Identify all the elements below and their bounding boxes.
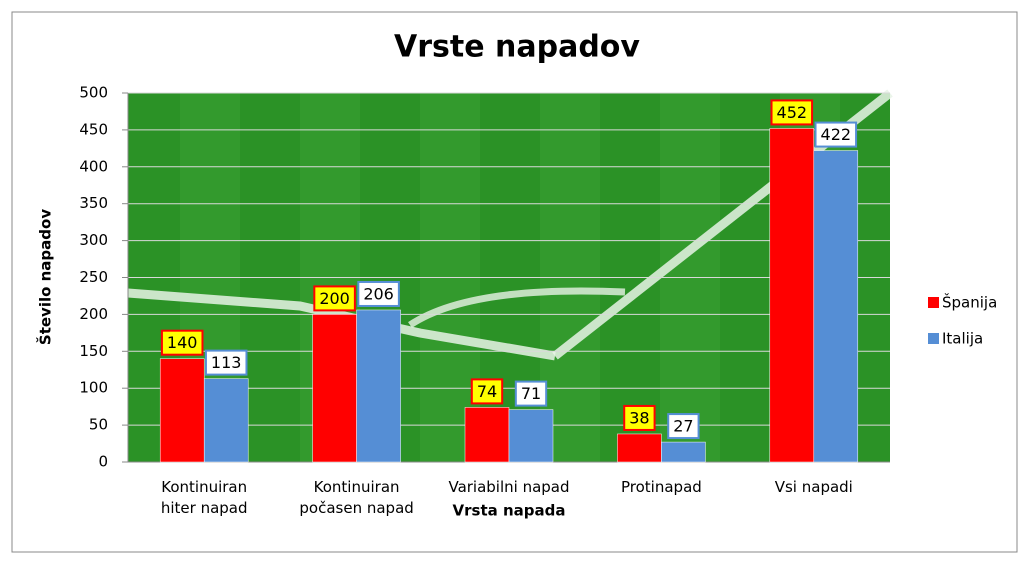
y-tick-label: 500 — [79, 84, 108, 102]
data-label-box — [814, 121, 858, 148]
bar — [769, 128, 815, 463]
legend-label: Španija — [942, 293, 997, 312]
x-tick-label: Kontinuiran počasen napad — [299, 478, 414, 517]
data-label-box — [313, 285, 356, 312]
x-tick-label: Vsi napadi — [774, 478, 853, 496]
data-label: 38 — [629, 408, 649, 427]
y-tick-label: 150 — [79, 342, 108, 360]
bar — [464, 407, 510, 463]
data-label-box — [623, 404, 656, 431]
legend-swatch — [928, 297, 939, 308]
y-tick-label: 100 — [79, 379, 108, 397]
bar — [159, 358, 205, 463]
y-tick-label: 450 — [79, 120, 108, 138]
data-label: 27 — [673, 417, 693, 436]
bar — [661, 441, 706, 463]
x-tick-label: Variabilni napad — [448, 478, 570, 496]
chart-title: Vrste napadov — [394, 30, 640, 65]
bar — [356, 309, 401, 463]
legend-label: Italija — [942, 330, 983, 348]
data-label-box — [514, 380, 548, 407]
data-label: 113 — [211, 353, 242, 372]
y-tick-label: 50 — [89, 416, 108, 434]
x-tick-label: Protinapad — [621, 478, 702, 496]
data-label-box — [667, 413, 700, 440]
data-label: 200 — [319, 289, 350, 308]
y-tick-label: 300 — [79, 231, 108, 249]
y-axis-title: Število napadov — [36, 209, 55, 345]
data-label-box — [357, 280, 400, 307]
y-tick-label: 400 — [79, 157, 108, 175]
y-tick-label: 0 — [98, 453, 108, 471]
y-tick-label: 200 — [79, 305, 108, 323]
bar — [312, 314, 357, 463]
data-label: 74 — [477, 382, 497, 401]
y-tick-label: 350 — [79, 194, 108, 212]
bar — [813, 150, 859, 463]
data-label: 140 — [167, 333, 198, 352]
data-label: 206 — [363, 284, 394, 303]
legend-swatch — [928, 333, 939, 344]
bar — [617, 433, 662, 463]
data-label-box — [160, 329, 204, 356]
bar — [508, 409, 554, 463]
data-label-box — [204, 349, 248, 376]
y-tick-label: 250 — [79, 268, 108, 286]
data-label-box — [770, 99, 814, 126]
x-tick-label: Kontinuiran hiter napad — [160, 478, 248, 517]
data-label: 422 — [821, 125, 852, 144]
data-label-box — [470, 378, 504, 405]
x-axis-title: Vrsta napada — [453, 502, 566, 520]
data-label: 452 — [777, 103, 808, 122]
data-label: 71 — [521, 384, 541, 403]
bar — [203, 378, 249, 463]
